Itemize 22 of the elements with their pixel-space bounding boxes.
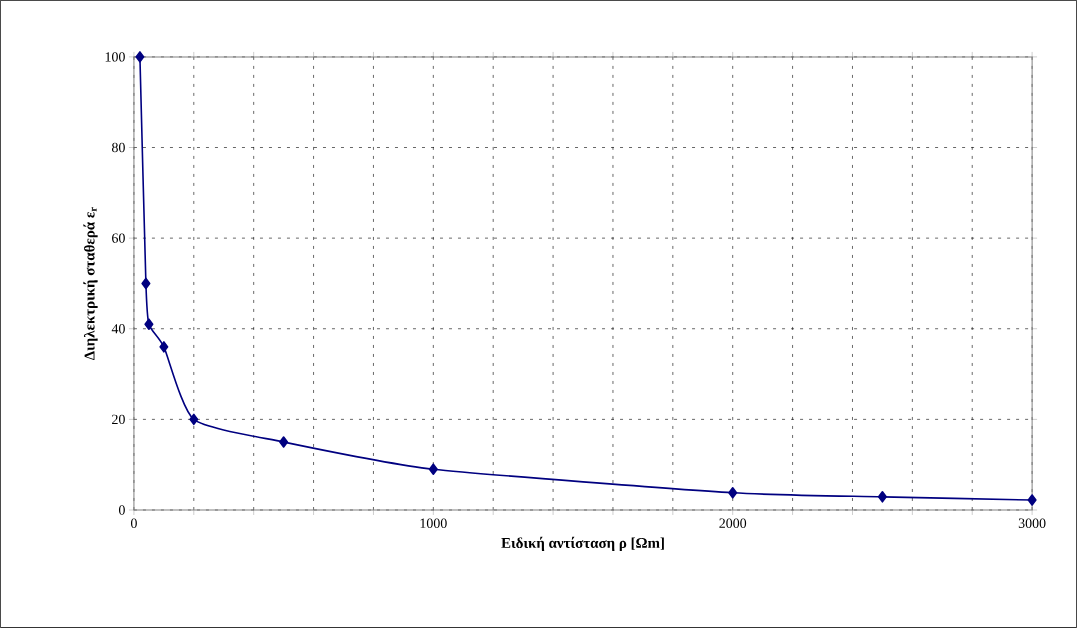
- y-tick-label: 80: [111, 142, 125, 153]
- point: [728, 487, 738, 499]
- point: [159, 341, 169, 353]
- y-tick-label: 60: [112, 233, 125, 243]
- x-tick-label: 2000: [719, 518, 747, 528]
- y-axis-title: Διηλεκτρική σταθερά ε$_{r}$: [83, 207, 98, 361]
- point: [428, 463, 438, 476]
- point: [1027, 494, 1037, 506]
- x-tick-label: 0: [130, 518, 137, 528]
- x-axis-title: Ειδική αντίσταση ρ [Ωm]: [501, 536, 664, 552]
- y-tick-label: 40: [111, 324, 125, 334]
- point: [189, 413, 199, 426]
- y-tick-label: 20: [112, 414, 125, 425]
- x-tick-label: 1000: [420, 518, 447, 528]
- y-tick-label: 0: [118, 505, 125, 515]
- point: [141, 277, 151, 290]
- point: [135, 51, 145, 63]
- y-tick-label: 100: [105, 52, 125, 62]
- point: [144, 318, 154, 331]
- x-tick-label: 3000: [1018, 518, 1046, 528]
- point: [877, 491, 887, 503]
- point: [279, 436, 289, 448]
